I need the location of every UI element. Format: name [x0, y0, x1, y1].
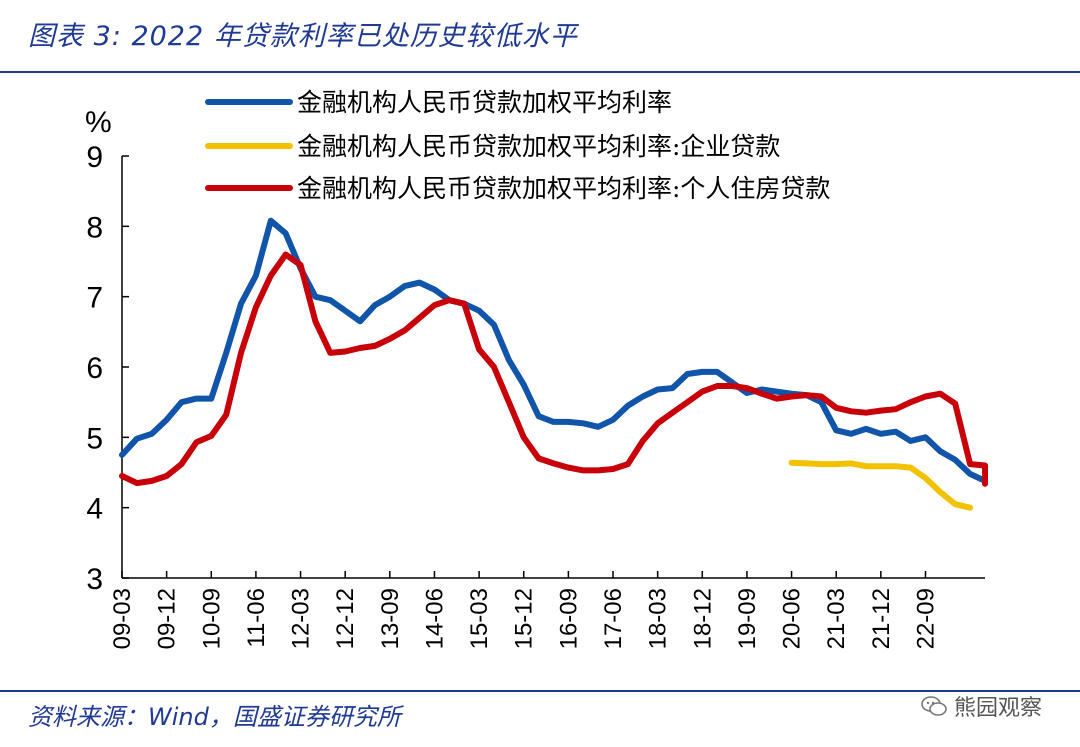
- x-tick-label: 12-03: [288, 588, 315, 649]
- y-tick-label: 4: [86, 493, 103, 526]
- x-tick-label: 22-09: [912, 588, 939, 649]
- x-tick-label: 16-09: [555, 588, 582, 649]
- y-tick-label: 8: [86, 211, 103, 244]
- watermark-label: 熊园观察: [953, 696, 1042, 721]
- x-tick-label: 14-06: [421, 588, 448, 649]
- x-tick-label: 17-06: [600, 588, 627, 649]
- x-tick-label: 12-12: [332, 588, 359, 649]
- x-tick-label: 18-03: [645, 588, 672, 649]
- series-line-housing: [119, 251, 988, 487]
- x-tick-label: 21-03: [823, 588, 850, 649]
- footer-divider: [0, 690, 1080, 692]
- y-tick-label: 5: [86, 422, 103, 455]
- wechat-icon: [921, 696, 947, 716]
- y-tick-label: 3: [86, 563, 103, 596]
- header-divider: [0, 71, 1080, 73]
- y-axis: 3 4 5 6 7 8 9: [86, 141, 129, 596]
- x-tick-label: 11-06: [243, 588, 270, 648]
- y-tick-label: 7: [86, 282, 103, 315]
- x-tick-label: 19-09: [734, 588, 761, 649]
- legend-label-housing: 金融机构人民币贷款加权平均利率:个人住房贷款: [297, 174, 830, 203]
- chart-title: 图表 3: 2022 年贷款利率已处历史较低水平: [28, 21, 578, 52]
- watermark: 熊园观察: [920, 690, 1042, 722]
- x-tick-label: 15-12: [511, 588, 538, 649]
- series-line-enterprise: [788, 459, 974, 511]
- y-tick-label: 6: [86, 352, 103, 385]
- series-lines: [119, 217, 988, 511]
- legend-label-enterprise: 金融机构人民币贷款加权平均利率:企业贷款: [297, 132, 780, 161]
- x-tick-label: 18-12: [689, 588, 716, 649]
- x-axis: 09-03 09-12 10-09 11-06 12-03 12-12 13-09 14-06…: [109, 571, 985, 649]
- y-tick-label: 9: [86, 141, 103, 174]
- source-note: 资料来源：Wind，国盛证券研究所: [28, 703, 401, 731]
- x-tick-label: 15-03: [466, 588, 493, 649]
- line-chart: 3 4 5 6 7 8 9 09-03 09-12 10-09 11-06 12-03 12-12 13…: [85, 88, 988, 649]
- legend: 金融机构人民币贷款加权平均利率金融机构人民币贷款加权平均利率:企业贷款金融机构人…: [205, 88, 830, 203]
- x-tick-label: 09-12: [154, 588, 181, 649]
- x-tick-label: 10-09: [198, 588, 225, 649]
- x-tick-label: 09-03: [109, 588, 136, 649]
- x-tick-label: 20-06: [779, 588, 806, 649]
- legend-label-overall: 金融机构人民币贷款加权平均利率: [297, 88, 672, 117]
- series-line-overall: [119, 217, 988, 487]
- x-tick-label: 13-09: [377, 588, 404, 649]
- x-tick-label: 21-12: [868, 588, 895, 649]
- y-axis-unit-label: %: [85, 106, 112, 139]
